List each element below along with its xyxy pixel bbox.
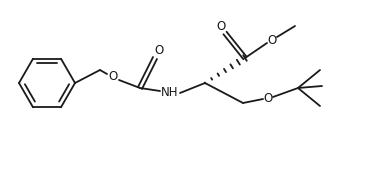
Text: O: O [154,45,164,58]
Text: O: O [217,20,226,33]
Text: NH: NH [161,86,179,99]
Text: O: O [108,70,118,83]
Text: O: O [267,33,277,46]
Text: O: O [263,92,273,105]
